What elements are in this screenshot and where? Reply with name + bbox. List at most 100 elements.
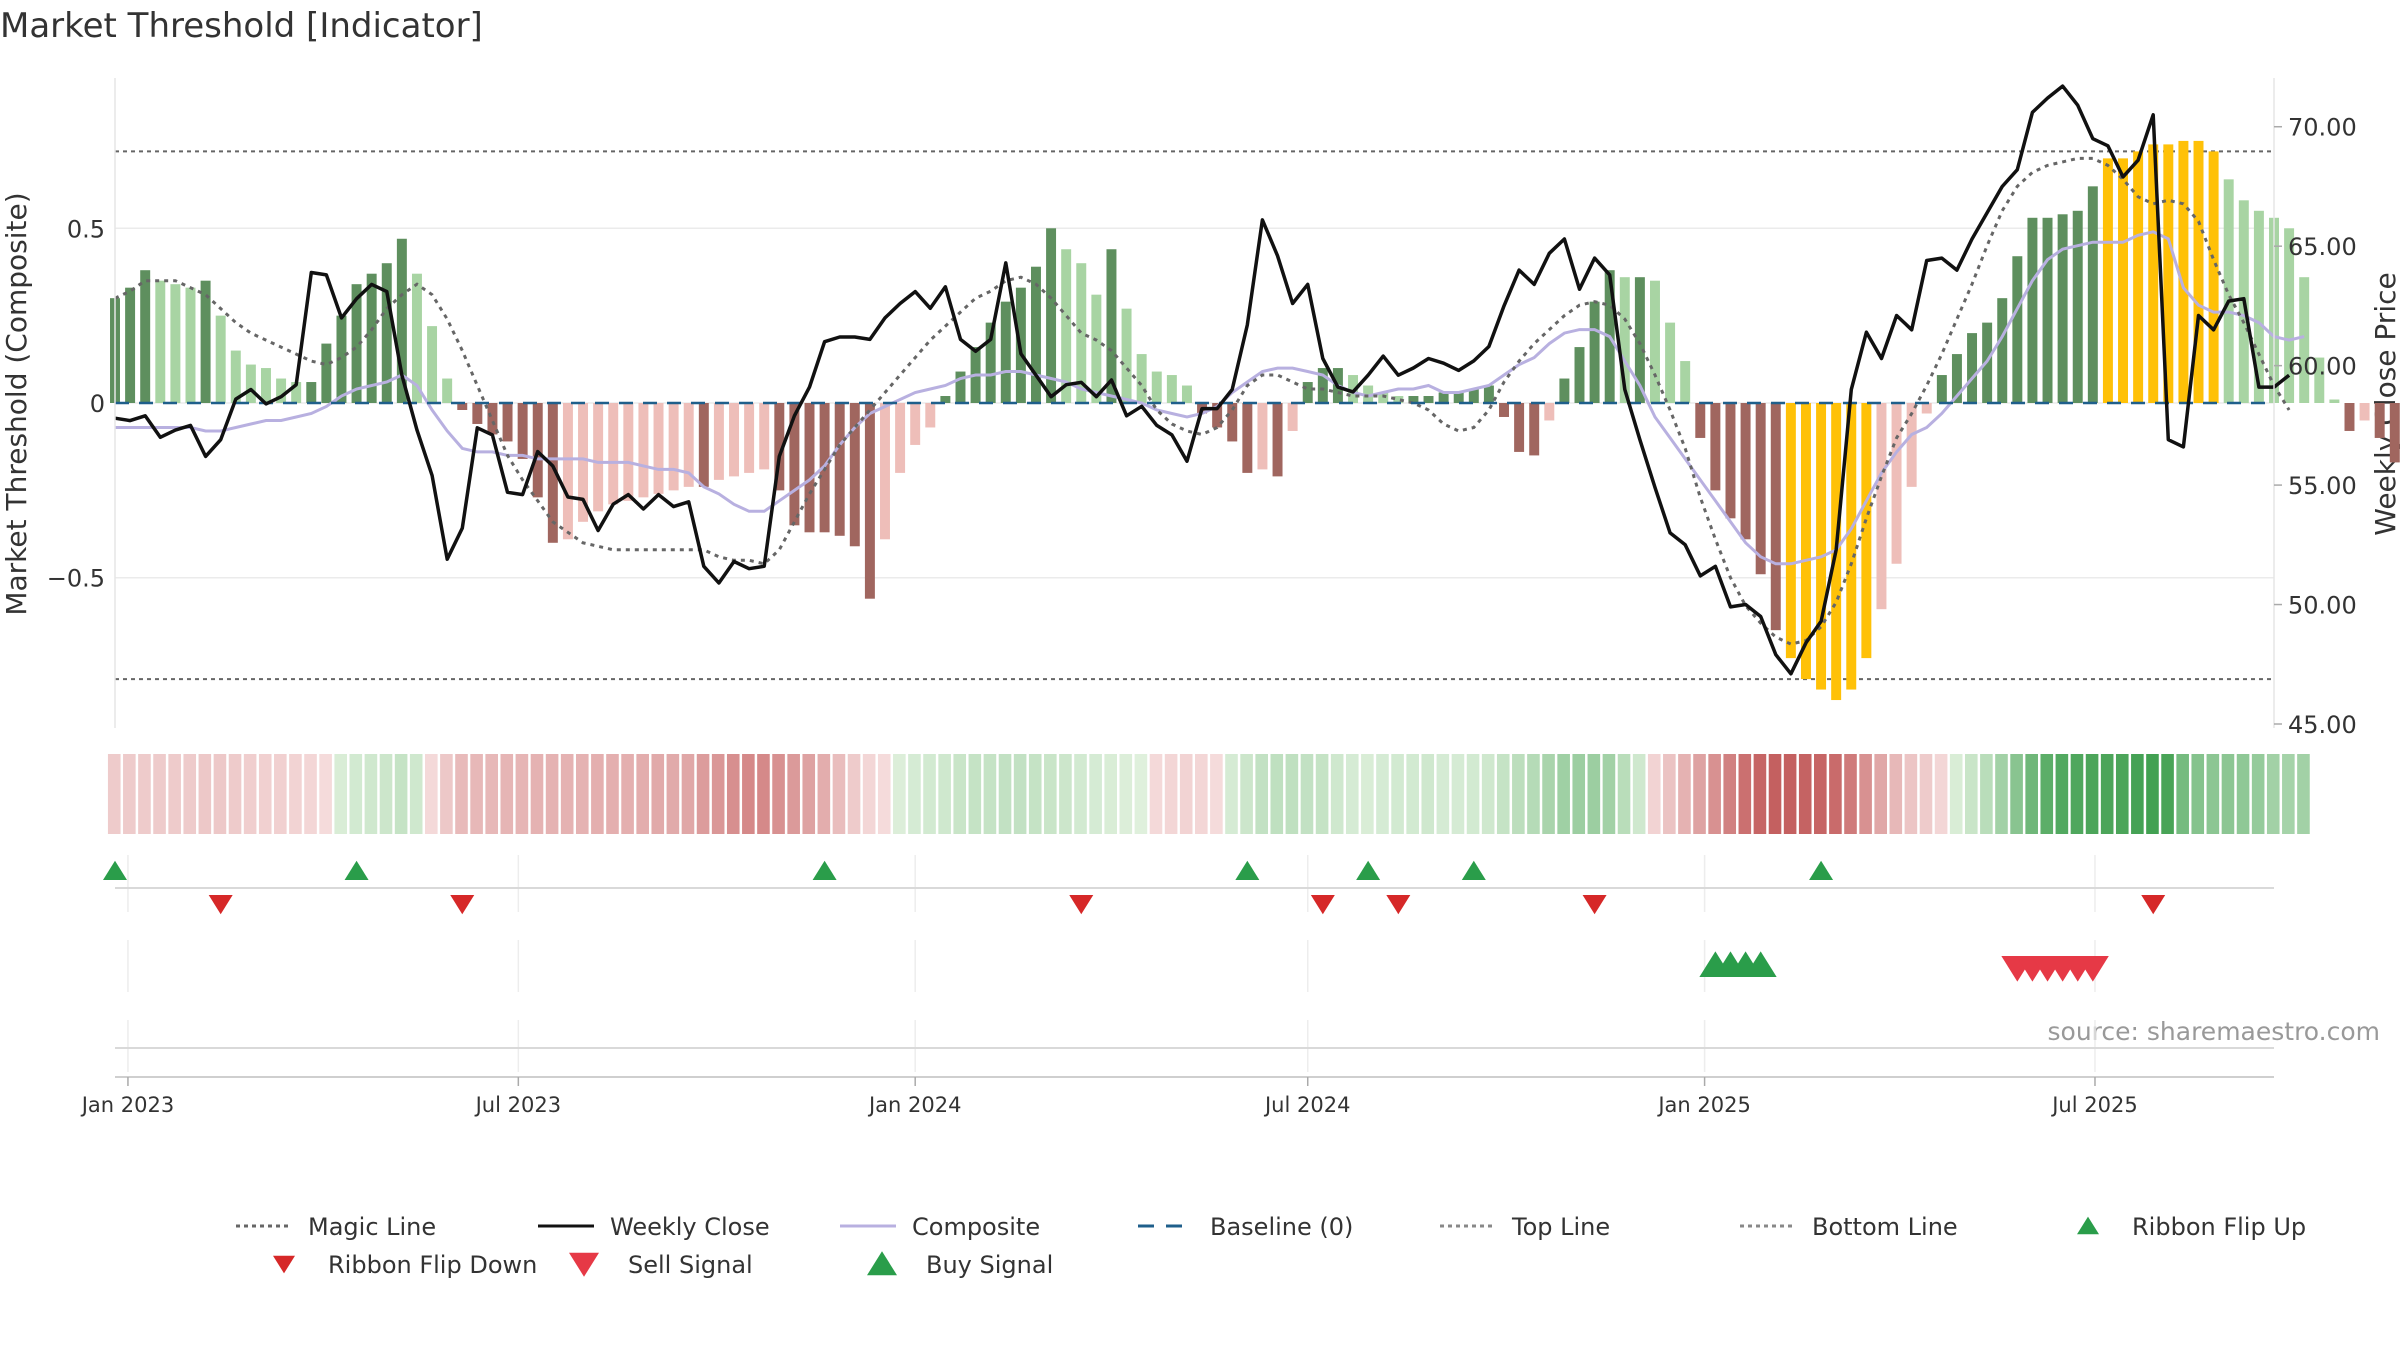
ribbon-cell [1542, 754, 1555, 834]
composite-bar [1544, 403, 1555, 421]
ribbon-cell [1829, 754, 1842, 834]
ribbon-cell [1315, 754, 1329, 834]
ribbon-cell [575, 754, 589, 834]
composite-bar [713, 403, 724, 480]
composite-bar [1483, 385, 1494, 403]
composite-bar [698, 403, 709, 487]
composite-bar [1242, 403, 1253, 473]
composite-bar [427, 326, 438, 403]
ribbon-cell [1798, 754, 1812, 834]
composite-bar [245, 364, 256, 403]
composite-bar [2344, 403, 2355, 431]
composite-bar [1227, 403, 1238, 442]
ribbon-cell [379, 754, 393, 834]
x-tick-label: Jan 2024 [867, 1093, 962, 1117]
ribbon-cell [394, 754, 408, 834]
ribbon-cell [1195, 754, 1208, 834]
legend-label: Buy Signal [926, 1251, 1053, 1279]
composite-bar [1589, 301, 1600, 403]
ribbon-cell [1949, 754, 1963, 834]
ribbon-cell [1300, 754, 1314, 834]
composite-bar [1076, 263, 1087, 403]
composite-bar [442, 378, 453, 403]
ribbon-cell [198, 754, 212, 834]
composite-bar [1363, 385, 1374, 403]
ribbon-cell [1179, 754, 1193, 834]
ribbon-flip-down-marker [1310, 895, 1335, 915]
composite-bar [2102, 158, 2113, 403]
ribbon-cell [1436, 754, 1450, 834]
ribbon-strip [107, 754, 2310, 834]
composite-bar [1061, 249, 1072, 403]
ribbon-cell [364, 754, 378, 834]
left-tick-label: 0 [90, 390, 105, 418]
composite-bar [1423, 396, 1434, 403]
ribbon-flip-up-marker [1461, 860, 1486, 880]
indicator-lines [114, 84, 2305, 676]
ribbon-cell [802, 754, 816, 834]
composite-bar [1136, 354, 1147, 403]
composite-bars [110, 140, 2400, 701]
composite-bar [321, 343, 332, 403]
composite-bar [1710, 403, 1721, 491]
composite-bar [1393, 396, 1404, 403]
ribbon-cell [1225, 754, 1238, 834]
ribbon-cell [2266, 754, 2280, 834]
composite-bar [1499, 403, 1509, 417]
ribbon-cell [440, 754, 453, 834]
x-tick-label: Jan 2023 [80, 1093, 175, 1117]
ribbon-cell [1376, 754, 1389, 834]
composite-bar [2193, 140, 2204, 403]
ribbon-cell [1587, 754, 1601, 834]
buy-signal-marker [1744, 951, 1777, 977]
ribbon-cell [1164, 754, 1178, 834]
composite-bar [2118, 158, 2129, 403]
composite-bar [1650, 280, 1660, 403]
ribbon-cell [289, 754, 302, 834]
ribbon-flip-up-marker [1809, 860, 1834, 880]
ribbon-cell [425, 754, 438, 834]
ribbon-cell [243, 754, 257, 834]
composite-bar [2178, 140, 2189, 403]
ribbon-cell [1663, 754, 1676, 834]
composite-bar [880, 403, 890, 540]
ribbon-cell [1964, 754, 1978, 834]
composite-bar [895, 403, 906, 473]
composite-bar [487, 403, 498, 435]
ribbon-cell [515, 754, 529, 834]
source-note: source: sharemaestro.com [2048, 1017, 2381, 1046]
ribbon-cell [1647, 754, 1661, 834]
ribbon-cell [560, 754, 574, 834]
composite-bar [1287, 403, 1298, 431]
ribbon-cell [213, 754, 227, 834]
ribbon-cell [2100, 754, 2114, 834]
ribbon-cell [908, 754, 921, 834]
composite-bar [759, 403, 770, 470]
ribbon-cell [1844, 754, 1857, 834]
composite-bar [1665, 322, 1676, 403]
ribbon-cell [530, 754, 544, 834]
ribbon-cell [711, 754, 725, 834]
composite-bar [2133, 151, 2144, 403]
composite-bar [955, 371, 966, 403]
composite-bar [1257, 403, 1268, 470]
legend-label: Weekly Close [610, 1213, 770, 1241]
composite-bar [547, 403, 558, 543]
ribbon-cell [1361, 754, 1374, 834]
ribbon-cell [998, 754, 1012, 834]
composite-bar [2072, 210, 2083, 403]
composite-bar [849, 403, 860, 547]
ribbon-cell [832, 754, 846, 834]
right-tick-label: 45.00 [2288, 711, 2357, 739]
ribbon-cell [953, 754, 967, 834]
composite-bar [1740, 403, 1751, 540]
ribbon-cell [1330, 754, 1344, 834]
composite-bar [2208, 151, 2219, 403]
composite-bar [1997, 298, 2008, 403]
legend-swatch [273, 1255, 295, 1274]
composite-bar [2163, 144, 2174, 404]
composite-bar [1151, 371, 1162, 403]
ribbon-cell [591, 754, 604, 834]
ribbon-flip-up-marker [103, 860, 127, 880]
